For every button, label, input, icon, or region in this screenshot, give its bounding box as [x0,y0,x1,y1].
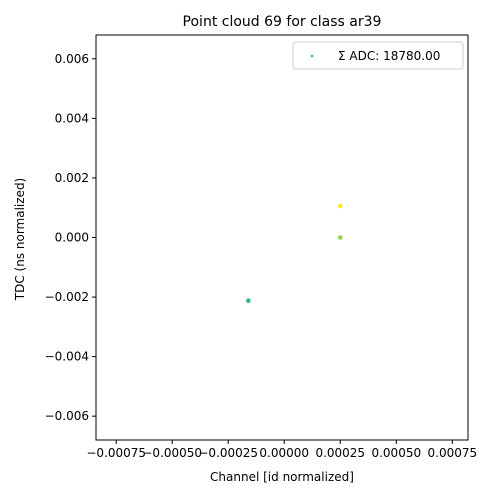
data-point [337,235,343,240]
legend-marker [310,54,314,58]
y-tick-label: −0.006 [45,409,89,423]
y-tick-label: 0.004 [55,111,89,125]
legend-box [292,41,464,70]
x-tick-label: 0.00000 [259,446,309,460]
y-tick-label: 0.006 [55,52,89,66]
y-axis-label: TDC (ns normalized) [13,178,27,301]
y-tick-label: −0.002 [45,290,89,304]
y-tick-label: 0.002 [55,171,89,185]
y-tick-label: −0.004 [45,350,89,364]
x-axis-label: Channel [id normalized] [210,470,354,484]
x-tick-label: −0.00075 [86,446,146,460]
x-tick-label: 0.00050 [371,446,421,460]
chart-title: Point cloud 69 for class ar39 [183,14,382,30]
tick-group: −0.00075−0.00050−0.00025 0.00000 0.00025 0.… [45,52,478,460]
x-tick-label: 0.00075 [428,446,478,460]
data-point [337,203,343,209]
x-tick-label: −0.00025 [198,446,258,460]
plot-frame [95,34,469,441]
x-tick-label: −0.00050 [142,446,202,460]
x-tick-label: 0.00025 [315,446,365,460]
legend: Σ ADC: 18780.00 [292,41,464,70]
data-point [246,298,251,303]
legend-label: Σ ADC: 18780.00 [338,49,440,63]
y-tick-label: 0.000 [55,231,89,245]
point-group [246,203,343,303]
